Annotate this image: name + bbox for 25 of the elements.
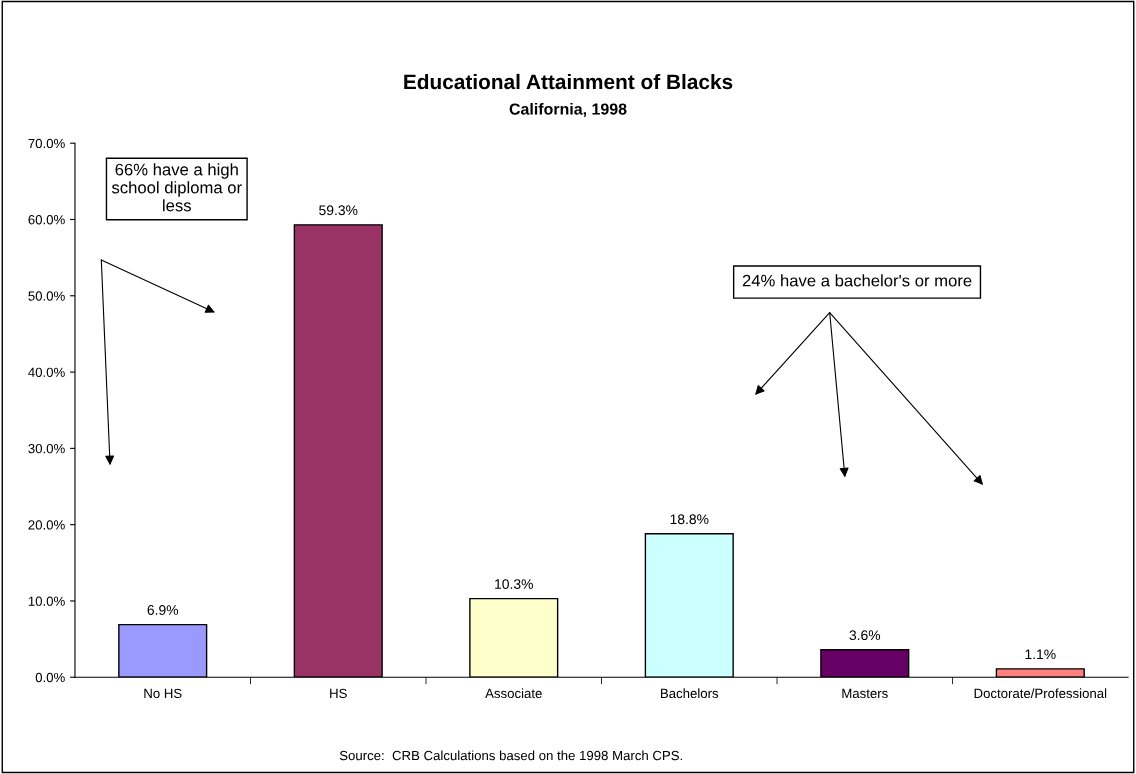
y-tick-label: 10.0%: [28, 596, 65, 606]
data-label: 59.3%: [319, 205, 358, 216]
annotation: 24% have a bachelor's or more: [742, 274, 972, 287]
annotation: 66% have a high school diploma or less: [111, 163, 242, 212]
y-tick-label: 50.0%: [28, 291, 65, 301]
x-tick-label: No HS: [144, 688, 182, 699]
x-tick-label: Associate: [485, 688, 542, 699]
y-tick-label: 30.0%: [28, 443, 65, 454]
y-tick-label: 20.0%: [28, 520, 65, 530]
x-tick-label: Doctorate/Professional: [974, 688, 1107, 699]
source-note: Source: CRB Calculations based on the 1998 March CPS.: [339, 750, 682, 761]
y-tick-label: 70.0%: [28, 138, 65, 149]
y-tick-label: 0.0%: [35, 672, 65, 683]
data-label: 18.8%: [670, 514, 709, 525]
data-label: 6.9%: [147, 605, 179, 615]
x-tick-label: HS: [330, 688, 347, 699]
y-tick-label: 40.0%: [28, 367, 65, 377]
x-tick-label: Masters: [842, 688, 888, 699]
data-label: 10.3%: [495, 579, 533, 589]
data-label: 3.6%: [849, 630, 881, 641]
x-tick-label: Bachelors: [661, 688, 719, 699]
chart-subtitle: California, 1998: [509, 102, 627, 118]
y-tick-label: 60.0%: [28, 215, 65, 225]
data-label: 1.1%: [1025, 649, 1056, 660]
chart-title: Educational Attainment of Blacks: [404, 73, 733, 90]
